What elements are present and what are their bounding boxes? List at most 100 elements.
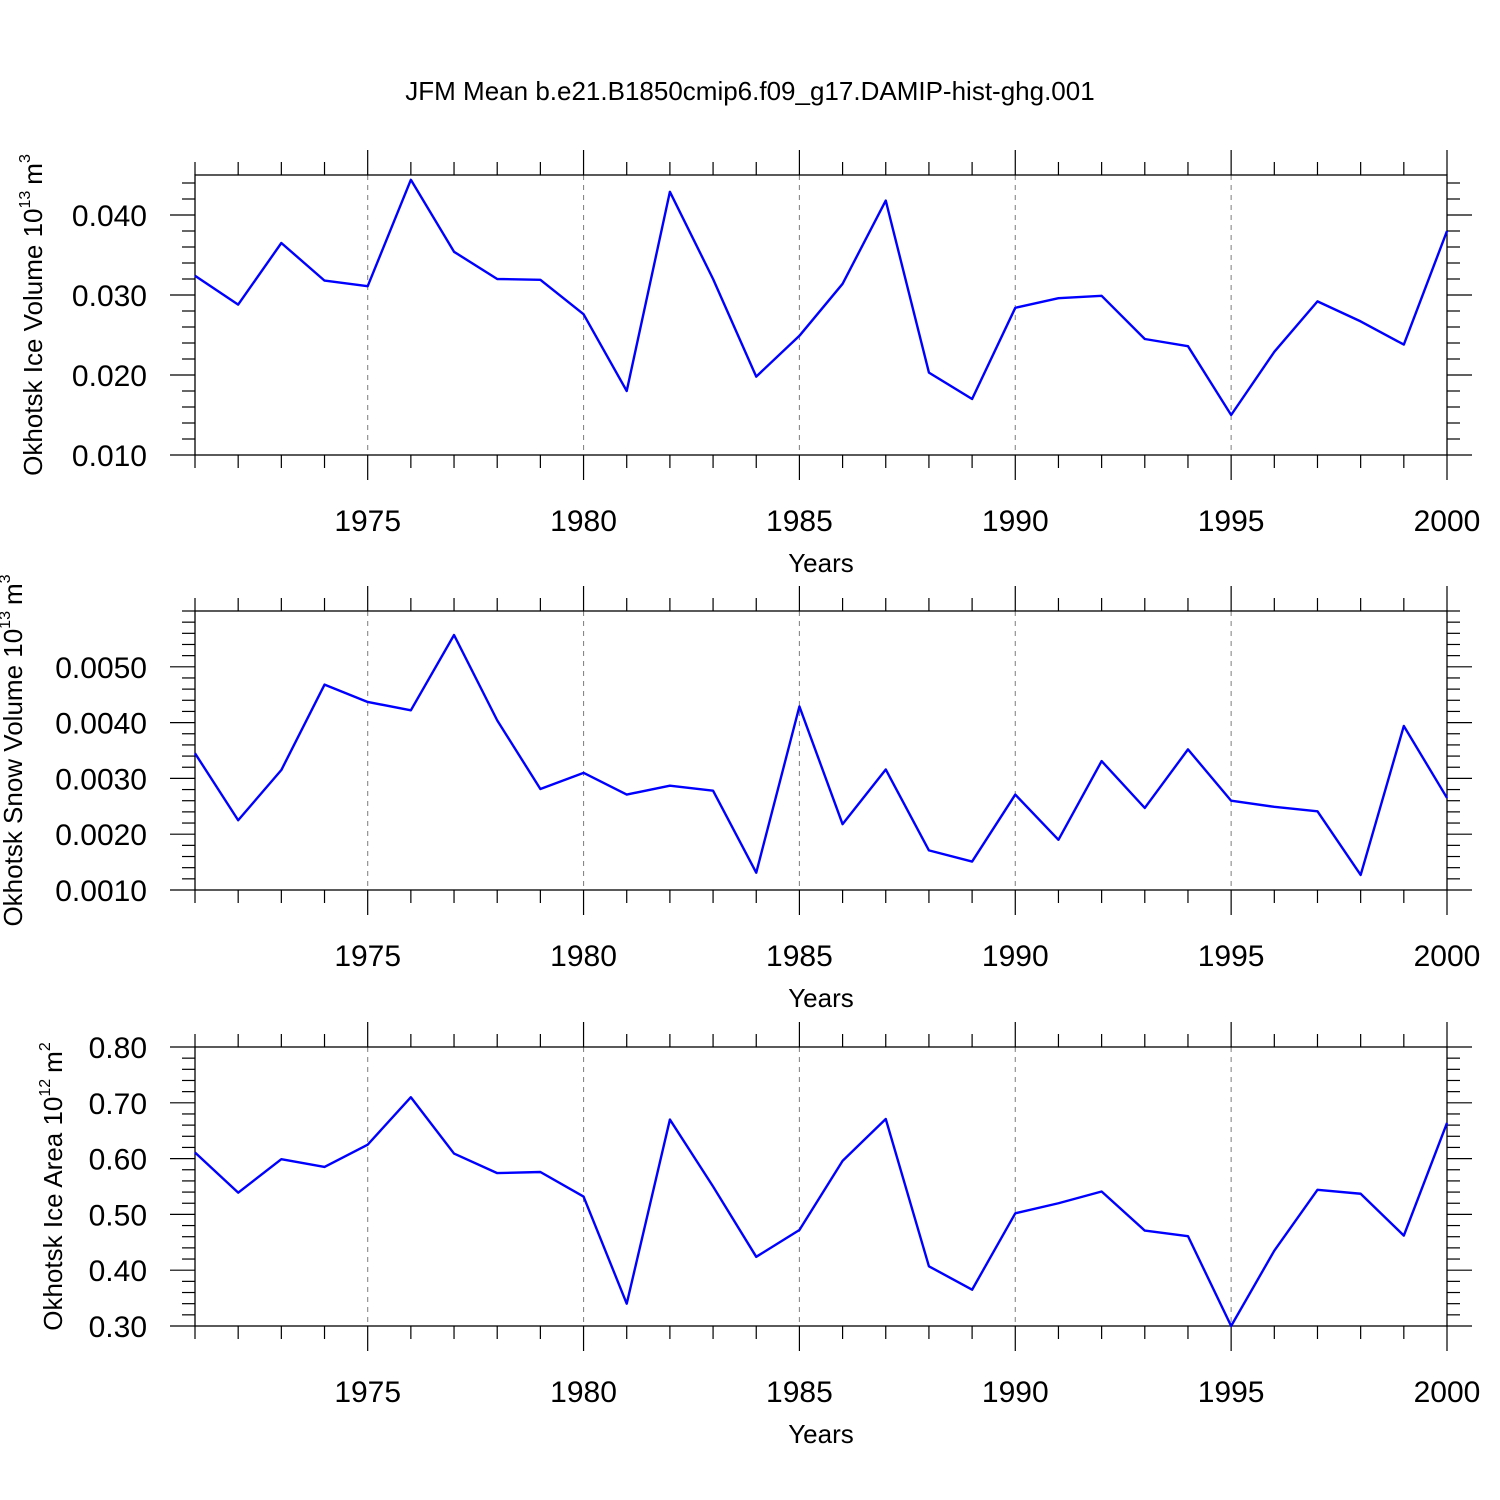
data-point bbox=[1056, 296, 1061, 301]
y-tick-label: 0.30 bbox=[89, 1311, 147, 1344]
data-point bbox=[1013, 305, 1018, 310]
data-point bbox=[1401, 342, 1406, 347]
x-tick-label: 1995 bbox=[1198, 940, 1265, 973]
x-tick-label: 1975 bbox=[334, 505, 401, 538]
data-point bbox=[236, 302, 241, 307]
y-axis-title: Okhotsk Ice Area 1012 m2 bbox=[37, 1042, 68, 1331]
data-point bbox=[840, 1158, 845, 1163]
y-axis-title-exponent: 13 bbox=[17, 191, 34, 209]
data-point bbox=[1013, 792, 1018, 797]
x-tick-label: 1990 bbox=[982, 1376, 1049, 1409]
data-point bbox=[365, 284, 370, 289]
data-point bbox=[754, 1254, 759, 1259]
data-point bbox=[193, 1150, 198, 1155]
y-tick-label: 0.50 bbox=[89, 1199, 147, 1232]
data-point bbox=[193, 273, 198, 278]
data-point bbox=[193, 751, 198, 756]
data-point bbox=[495, 1171, 500, 1176]
data-point bbox=[1099, 293, 1104, 298]
y-axis-title-exponent: 12 bbox=[37, 1079, 54, 1097]
plot-frame bbox=[194, 1046, 1448, 1327]
data-point bbox=[581, 770, 586, 775]
data-point bbox=[1445, 795, 1450, 800]
data-point bbox=[883, 767, 888, 772]
data-point bbox=[1056, 837, 1061, 842]
x-tick-label: 1985 bbox=[766, 1376, 833, 1409]
data-point bbox=[711, 277, 716, 282]
data-point bbox=[408, 177, 413, 182]
data-point bbox=[1142, 805, 1147, 810]
data-point bbox=[883, 198, 888, 203]
data-point bbox=[1185, 747, 1190, 752]
data-point bbox=[1272, 804, 1277, 809]
y-tick-label: 0.0030 bbox=[55, 763, 147, 796]
data-point bbox=[236, 1190, 241, 1195]
y-tick-label: 0.040 bbox=[72, 200, 147, 233]
data-point bbox=[1185, 344, 1190, 349]
data-point bbox=[452, 632, 457, 637]
y-tick-label: 0.70 bbox=[89, 1088, 147, 1121]
data-point bbox=[365, 1142, 370, 1147]
x-tick-label: 2000 bbox=[1414, 940, 1481, 973]
data-point bbox=[1272, 1248, 1277, 1253]
x-tick-label: 1990 bbox=[982, 505, 1049, 538]
data-point bbox=[970, 397, 975, 402]
data-point bbox=[322, 1164, 327, 1169]
data-point bbox=[926, 370, 931, 375]
series-line bbox=[193, 633, 1449, 877]
x-tick-label: 1980 bbox=[550, 940, 617, 973]
data-point bbox=[797, 704, 802, 709]
x-tick-label: 1985 bbox=[766, 940, 833, 973]
y-axis-title-unit: m bbox=[18, 163, 48, 185]
data-point bbox=[581, 1194, 586, 1199]
y-tick-label: 0.40 bbox=[89, 1255, 147, 1288]
y-tick-label: 0.030 bbox=[72, 280, 147, 313]
data-point bbox=[667, 1117, 672, 1122]
data-point bbox=[1099, 759, 1104, 764]
y-axis-title-unit-exponent: 3 bbox=[0, 574, 14, 583]
x-axis-title: Years bbox=[788, 983, 854, 1013]
y-axis-title-base: Okhotsk Ice Area 10 bbox=[38, 1097, 68, 1331]
chart-panel-2: 0.0010 0.0020 0.0030 0.0040 0.0050 1975 1980 19… bbox=[0, 574, 1480, 1013]
data-point bbox=[624, 792, 629, 797]
data-point bbox=[322, 682, 327, 687]
data-point bbox=[495, 277, 500, 282]
data-point bbox=[236, 818, 241, 823]
chart-panel-3: 0.30 0.40 0.50 0.60 0.70 0.80 1975 1980 1985 1990… bbox=[37, 1022, 1480, 1449]
y-tick-label: 0.0040 bbox=[55, 708, 147, 741]
data-point bbox=[1445, 229, 1450, 234]
data-point bbox=[711, 788, 716, 793]
data-point bbox=[624, 389, 629, 394]
y-axis-title-base: Okhotsk Snow Volume 10 bbox=[0, 629, 28, 927]
y-tick-label: 0.010 bbox=[72, 440, 147, 473]
data-point bbox=[408, 1095, 413, 1100]
data-point bbox=[1142, 337, 1147, 342]
data-point bbox=[495, 718, 500, 723]
x-axis-title: Years bbox=[788, 1419, 854, 1449]
data-point bbox=[1013, 1211, 1018, 1216]
data-point bbox=[970, 859, 975, 864]
x-tick-label: 1990 bbox=[982, 940, 1049, 973]
data-point bbox=[1315, 809, 1320, 814]
data-point bbox=[452, 249, 457, 254]
data-point bbox=[1056, 1201, 1061, 1206]
data-point bbox=[279, 768, 284, 773]
y-tick-label: 0.0010 bbox=[55, 875, 147, 908]
data-point bbox=[970, 1287, 975, 1292]
data-point bbox=[408, 708, 413, 713]
data-point bbox=[1401, 723, 1406, 728]
data-point bbox=[1185, 1234, 1190, 1239]
data-point bbox=[279, 1157, 284, 1162]
chart-title: JFM Mean b.e21.B1850cmip6.f09_g17.DAMIP-… bbox=[405, 76, 1094, 106]
y-tick-label: 0.0050 bbox=[55, 652, 147, 685]
data-point bbox=[711, 1184, 716, 1189]
y-axis-title-unit-exponent: 2 bbox=[37, 1042, 54, 1051]
x-tick-label: 1995 bbox=[1198, 505, 1265, 538]
data-point bbox=[322, 278, 327, 283]
data-point bbox=[667, 783, 672, 788]
data-point bbox=[1229, 798, 1234, 803]
data-point bbox=[538, 1169, 543, 1174]
y-axis-title-unit: m bbox=[0, 583, 28, 605]
data-point bbox=[452, 1151, 457, 1156]
